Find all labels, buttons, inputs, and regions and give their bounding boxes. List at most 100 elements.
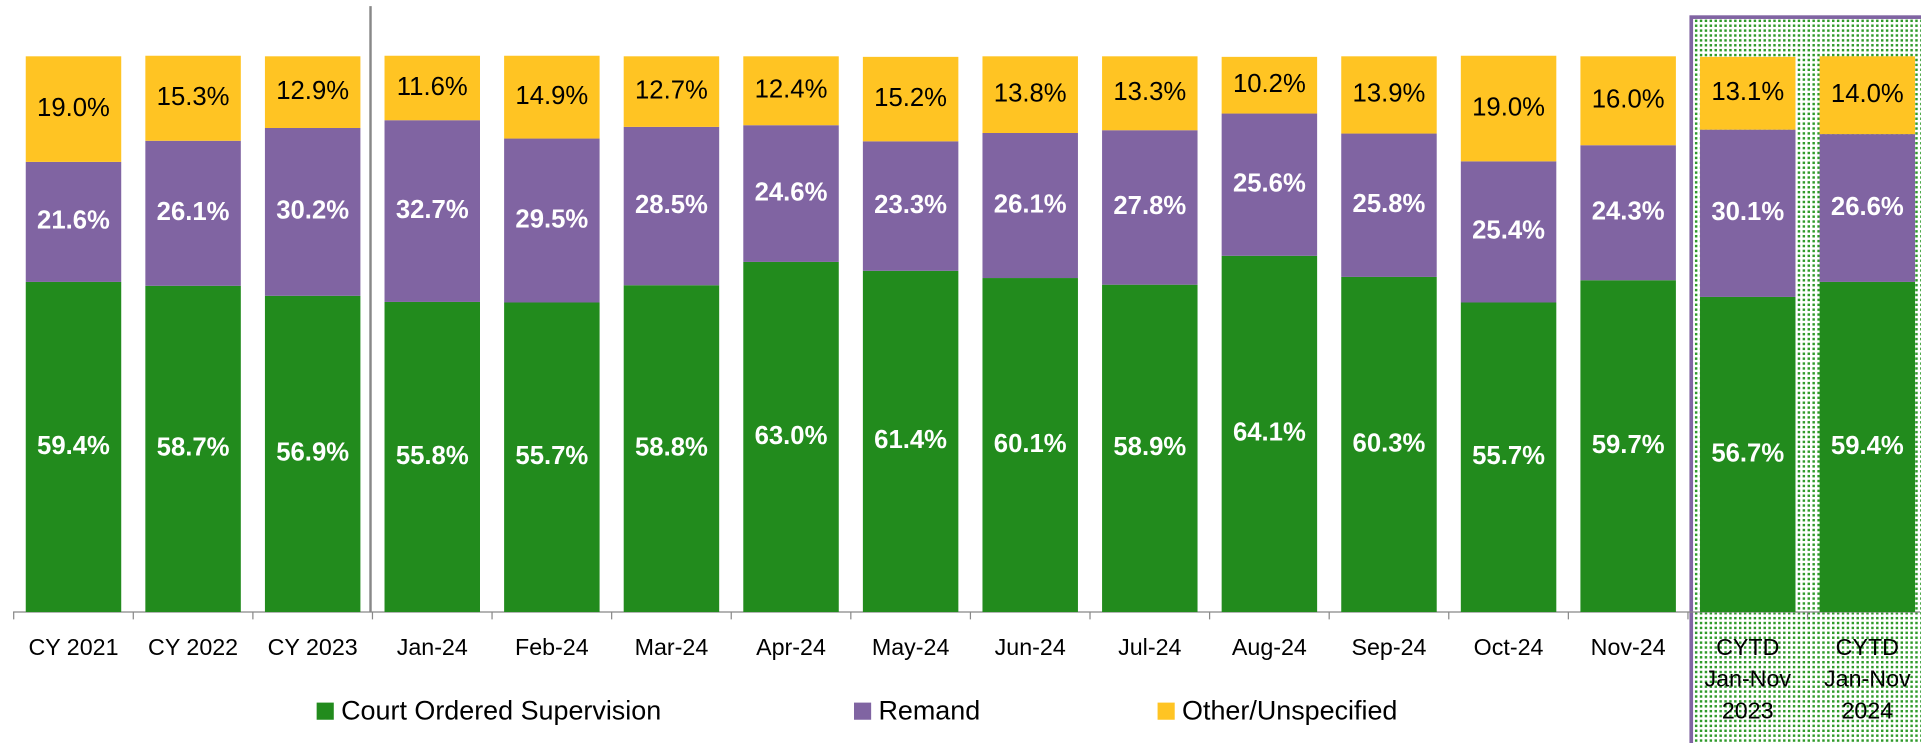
bar-segment xyxy=(1819,56,1916,135)
data-label: 24.3% xyxy=(1592,198,1665,226)
bar-segment xyxy=(1700,296,1796,613)
data-label: 14.9% xyxy=(515,82,588,110)
bar-segment xyxy=(25,281,122,613)
legend-label: Remand xyxy=(878,696,980,726)
data-label: 12.4% xyxy=(755,76,828,104)
data-label: 55.7% xyxy=(1472,442,1545,470)
bar-segment xyxy=(1102,56,1198,131)
bar-segment xyxy=(264,127,361,296)
bar-segment xyxy=(862,270,959,613)
bar-segment xyxy=(862,56,959,142)
x-tick-label: Jan-24 xyxy=(397,634,468,660)
x-tick-label: 2024 xyxy=(1841,698,1893,724)
x-tick-label: 2023 xyxy=(1722,698,1774,724)
x-tick-label: Jan-Nov xyxy=(1824,666,1911,692)
bar-segment xyxy=(504,302,600,613)
bar-segment xyxy=(1580,280,1676,613)
bar-segment xyxy=(1700,129,1796,297)
bar-segment xyxy=(264,56,361,128)
data-label: 30.1% xyxy=(1711,198,1784,226)
bar-segment xyxy=(384,55,480,121)
data-label: 13.3% xyxy=(1113,78,1186,106)
bar-segment xyxy=(1341,133,1437,277)
bar-segment xyxy=(384,120,480,302)
bar-segment xyxy=(1460,161,1557,303)
bar-segment xyxy=(982,56,1078,133)
data-label: 15.2% xyxy=(874,84,947,112)
bar-segment xyxy=(1221,56,1318,114)
data-label: 24.6% xyxy=(755,178,828,206)
x-tick-label: Aug-24 xyxy=(1232,634,1307,660)
bar-segment xyxy=(862,141,959,271)
data-label: 28.5% xyxy=(635,191,708,219)
data-label: 60.3% xyxy=(1353,429,1426,457)
bar-segment xyxy=(623,56,720,127)
data-label: 15.3% xyxy=(157,83,230,111)
data-label: 12.7% xyxy=(635,76,708,104)
bar-segment xyxy=(1700,56,1796,130)
data-label: 59.4% xyxy=(1831,432,1904,460)
bar-segment xyxy=(25,161,122,282)
data-label: 12.9% xyxy=(276,77,349,105)
x-tick-label: Mar-24 xyxy=(635,634,709,660)
data-label: 59.4% xyxy=(37,432,110,460)
x-tick-label: Jan-Nov xyxy=(1704,666,1791,692)
data-label: 13.9% xyxy=(1353,80,1426,108)
data-label: 19.0% xyxy=(1472,93,1545,121)
bar-segment xyxy=(1221,255,1318,613)
data-label: 19.0% xyxy=(37,94,110,122)
x-tick-label: CYTD xyxy=(1716,634,1779,660)
bar-segment xyxy=(1102,284,1198,613)
bar-segment xyxy=(743,125,839,262)
data-label: 26.1% xyxy=(157,198,230,226)
x-tick-label: Apr-24 xyxy=(756,634,826,660)
bar-segment xyxy=(25,56,122,162)
data-label: 58.8% xyxy=(635,433,708,461)
bar-segment xyxy=(1819,134,1916,282)
bar-segment xyxy=(1341,56,1437,134)
bar-segment xyxy=(743,56,839,126)
x-tick-label: Feb-24 xyxy=(515,634,589,660)
legend-label: Court Ordered Supervision xyxy=(341,696,661,726)
x-tick-label: CYTD xyxy=(1836,634,1899,660)
x-tick-label: Sep-24 xyxy=(1351,634,1426,660)
bar-segment xyxy=(1221,113,1318,256)
bar-segment xyxy=(145,140,241,286)
bar-segment xyxy=(982,278,1078,613)
bar-segment xyxy=(504,55,600,139)
data-label: 55.7% xyxy=(515,442,588,470)
data-label: 64.1% xyxy=(1233,419,1306,447)
bar-segment xyxy=(1460,302,1557,613)
data-label: 25.8% xyxy=(1353,190,1426,218)
data-label: 27.8% xyxy=(1113,192,1186,220)
data-label: 30.2% xyxy=(276,197,349,225)
bar-segment xyxy=(1819,281,1916,613)
bar-segment xyxy=(1580,145,1676,281)
legend-swatch xyxy=(316,702,334,720)
legend-swatch xyxy=(1157,702,1175,720)
data-label: 59.7% xyxy=(1592,431,1665,459)
data-label: 63.0% xyxy=(755,422,828,450)
legend-label: Other/Unspecified xyxy=(1182,696,1397,726)
data-label: 16.0% xyxy=(1592,86,1665,114)
bar-segment xyxy=(1460,55,1557,162)
bar-segment xyxy=(264,295,361,613)
data-label: 56.9% xyxy=(276,439,349,467)
bar-segment xyxy=(145,55,241,141)
x-tick-label: Nov-24 xyxy=(1591,634,1666,660)
data-label: 58.9% xyxy=(1113,433,1186,461)
data-label: 10.2% xyxy=(1233,70,1306,98)
data-label: 13.1% xyxy=(1711,78,1784,106)
bar-segment xyxy=(623,126,720,286)
data-label: 23.3% xyxy=(874,191,947,219)
x-tick-label: Jun-24 xyxy=(995,634,1066,660)
data-label: 61.4% xyxy=(874,426,947,454)
data-label: 13.8% xyxy=(994,79,1067,107)
x-tick-label: CY 2022 xyxy=(148,634,238,660)
legend-swatch xyxy=(854,702,872,720)
bar-segment xyxy=(1580,56,1676,146)
data-label: 29.5% xyxy=(515,205,588,233)
bar-segment xyxy=(1341,276,1437,613)
data-label: 56.7% xyxy=(1711,439,1784,467)
data-label: 26.1% xyxy=(994,190,1067,218)
